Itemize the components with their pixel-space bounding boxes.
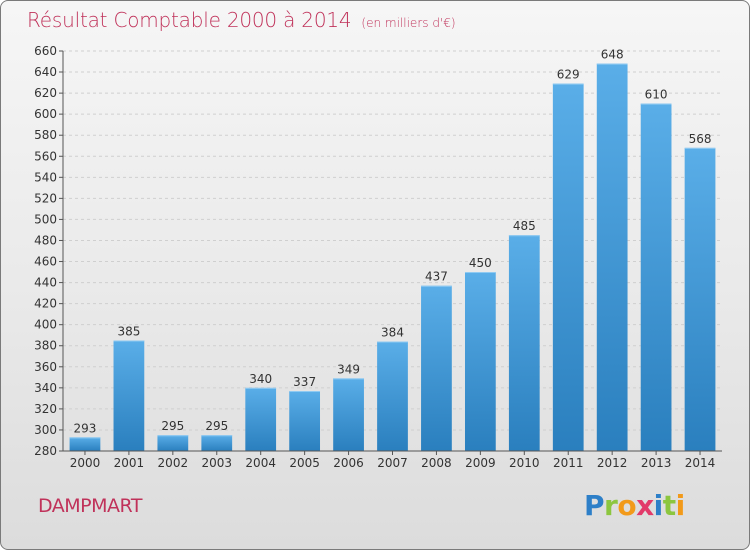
data-label: 610 xyxy=(645,88,668,102)
x-tick-label: 2006 xyxy=(333,456,364,470)
bar-2001 xyxy=(113,340,145,451)
x-tick-label: 2005 xyxy=(289,456,320,470)
bar-2012 xyxy=(596,63,628,451)
bar-2011 xyxy=(552,83,584,451)
x-tick-label: 2009 xyxy=(465,456,496,470)
y-tick-label: 580 xyxy=(34,128,57,142)
data-label: 293 xyxy=(74,421,97,435)
y-tick-label: 640 xyxy=(34,65,57,79)
x-tick-label: 2001 xyxy=(114,456,145,470)
data-label: 648 xyxy=(601,48,624,62)
x-tick-label: 2007 xyxy=(377,456,408,470)
logo-letter: t xyxy=(662,489,676,522)
data-label: 340 xyxy=(249,372,272,386)
proxiti-logo: Proxiti xyxy=(584,489,685,522)
x-tick-label: 2013 xyxy=(641,456,672,470)
data-label: 337 xyxy=(293,375,316,389)
y-tick-label: 380 xyxy=(34,339,57,353)
y-tick-label: 620 xyxy=(34,86,57,100)
commune-name: DAMPMART xyxy=(38,495,142,517)
bar-2009 xyxy=(464,272,496,451)
y-tick-label: 480 xyxy=(34,233,57,247)
bar-2006 xyxy=(333,378,364,451)
y-tick-label: 320 xyxy=(34,402,57,416)
x-tick-label: 2002 xyxy=(158,456,189,470)
x-tick-label: 2000 xyxy=(70,456,101,470)
bar-2007 xyxy=(377,341,408,451)
chart-title-block: Résultat Comptable 2000 à 2014 (en millie… xyxy=(27,8,456,32)
logo-letter: i xyxy=(675,489,686,522)
axis-layer: 280 300 320 340 360 380 400 420 440 460 480 500 520 5… xyxy=(34,44,722,470)
data-label: 485 xyxy=(513,219,536,233)
data-label: 450 xyxy=(469,256,492,270)
y-tick-label: 460 xyxy=(34,255,57,269)
chart-title: Résultat Comptable 2000 à 2014 xyxy=(27,8,352,32)
bar-2010 xyxy=(508,235,540,451)
bar-layer: 293 385 295 295 340 337 349 384 437 450 485 629 648 6… xyxy=(69,48,716,451)
x-tick-label: 2008 xyxy=(421,456,452,470)
y-tick-label: 520 xyxy=(34,191,57,205)
x-tick-label: 2014 xyxy=(685,456,716,470)
y-tick-label: 560 xyxy=(34,149,57,163)
bar-2002 xyxy=(157,435,189,451)
y-tick-label: 600 xyxy=(34,107,57,121)
x-tick-label: 2011 xyxy=(553,456,584,470)
y-tick-label: 360 xyxy=(34,360,57,374)
y-tick-label: 440 xyxy=(34,276,57,290)
logo-letter: i xyxy=(653,489,664,522)
y-tick-label: 280 xyxy=(34,444,57,458)
x-tick-label: 2003 xyxy=(201,456,232,470)
logo-letter: o xyxy=(617,489,637,522)
logo-letter: x xyxy=(636,489,654,522)
x-tick-label: 2010 xyxy=(509,456,540,470)
y-tick-label: 500 xyxy=(34,212,57,226)
x-tick-label: 2012 xyxy=(597,456,628,470)
bar-2005 xyxy=(289,391,321,451)
data-label: 384 xyxy=(381,326,404,340)
data-label: 437 xyxy=(425,270,448,284)
data-label: 629 xyxy=(557,68,580,82)
y-tick-label: 540 xyxy=(34,170,57,184)
bar-2004 xyxy=(245,387,277,451)
bar-2014 xyxy=(684,147,716,451)
y-tick-label: 300 xyxy=(34,423,57,437)
bar-2000 xyxy=(69,437,101,451)
data-label: 295 xyxy=(205,419,228,433)
y-tick-label: 660 xyxy=(34,44,57,58)
bar-2008 xyxy=(421,285,452,451)
logo-letter: P xyxy=(584,489,605,522)
bar-2013 xyxy=(640,103,672,451)
y-tick-label: 340 xyxy=(34,381,57,395)
data-label: 349 xyxy=(337,362,360,376)
y-tick-label: 420 xyxy=(34,297,57,311)
y-tick-label: 400 xyxy=(34,318,57,332)
grid-layer xyxy=(63,50,722,452)
data-label: 568 xyxy=(689,132,712,146)
x-tick-label: 2004 xyxy=(245,456,276,470)
data-label: 385 xyxy=(117,324,140,338)
chart-subtitle: (en milliers d'€) xyxy=(361,16,456,30)
data-label: 295 xyxy=(161,419,184,433)
bar-2003 xyxy=(201,435,233,451)
logo-letter: r xyxy=(604,489,618,522)
